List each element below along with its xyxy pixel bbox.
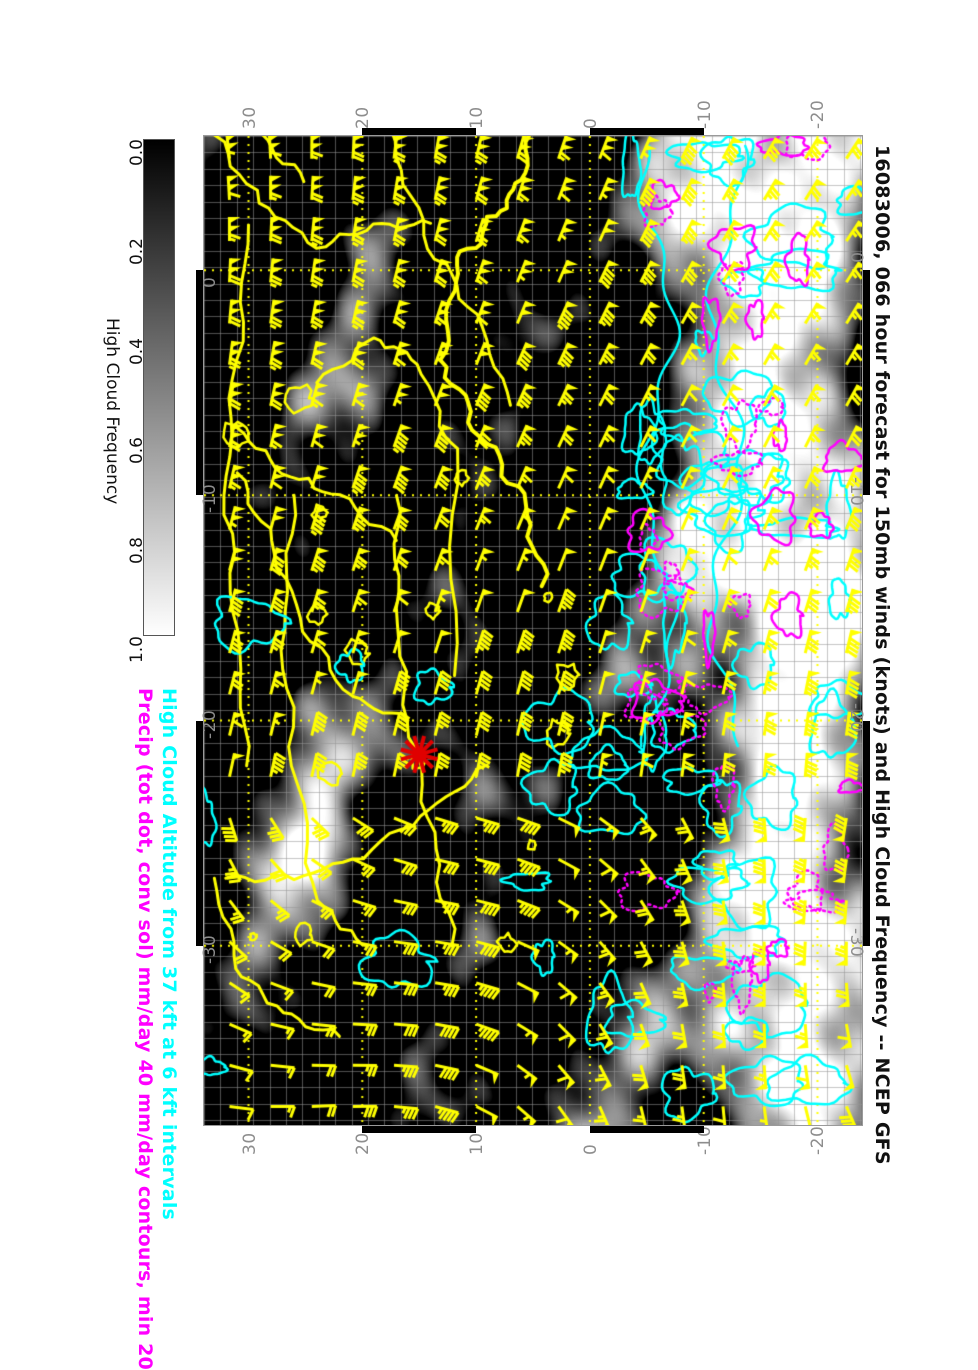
axis-tick-label: 0	[846, 252, 866, 264]
axis-tick-bar-top	[589, 128, 704, 135]
page-title: 16083006, 066 hour forecast for 150mb wi…	[871, 145, 893, 1165]
axis-tick-label: -10	[200, 484, 220, 514]
axis-tick-bar-bottom	[362, 1126, 477, 1133]
colorbar: 0.0 0.2 0.4 0.6 0.8 1.0	[127, 139, 175, 663]
axis-tick-label: 30	[239, 106, 260, 129]
axis-tick-label: 10	[467, 1132, 488, 1155]
figure-page: -30 -20 -10 0 -30 -20 -10 0 -20 -10 0 10 20 30 -20-…	[102, 99, 893, 1370]
axis-tick-label: 20	[353, 1132, 374, 1155]
axis-tick-bar-right	[863, 720, 870, 946]
colorbar-tick-label: 0.0	[127, 139, 147, 167]
colorbar-gradient	[143, 139, 175, 636]
axis-tick-bar-bottom	[589, 1126, 704, 1133]
colorbar-tick-label: 0.6	[127, 437, 147, 465]
map-render-canvas	[204, 136, 862, 1125]
axis-tick-label: -20	[808, 99, 829, 129]
colorbar-tick-label: 1.0	[127, 636, 147, 664]
colorbar-tick-label: 0.8	[127, 536, 147, 564]
legend-precip: Precip (tot dot, conv sol) mm/day 40 mm/…	[134, 688, 156, 1370]
axis-tick-bar-left	[196, 720, 203, 946]
axis-tick-label: -10	[694, 99, 715, 129]
axis-tick-label: -20	[200, 709, 220, 739]
legend-cloud-altitude: High Cloud Altitude from 37 kft at 6 kft…	[158, 688, 180, 1221]
axis-tick-bar-top	[362, 128, 477, 135]
colorbar-tick-label: 0.4	[127, 337, 147, 365]
axis-tick-label: -20	[808, 1125, 829, 1155]
axis-tick-label: 30	[239, 1132, 260, 1155]
colorbar-label: High Cloud Frequency	[102, 318, 122, 505]
map-plot-area[interactable]	[203, 135, 863, 1126]
axis-tick-label: -30	[200, 934, 220, 964]
axis-tick-bar-left	[196, 270, 203, 496]
axis-tick-label: 0	[580, 1143, 601, 1155]
axis-tick-bar-right	[863, 270, 870, 496]
axis-tick-label: 10	[467, 106, 488, 129]
colorbar-tick-label: 0.2	[127, 238, 147, 266]
axis-tick-label: 0	[200, 276, 220, 289]
axis-tick-label: 20	[353, 106, 374, 129]
